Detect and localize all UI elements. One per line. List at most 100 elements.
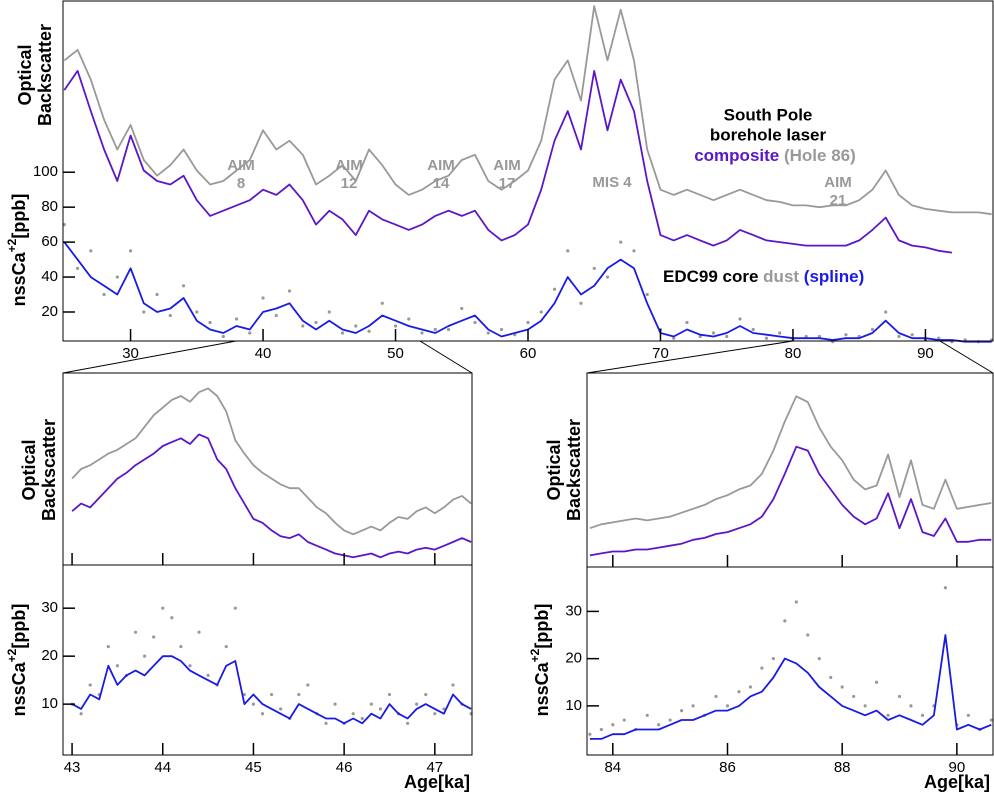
- data-point: [424, 692, 428, 697]
- data-point: [886, 713, 890, 717]
- y-axis-title-part: +2: [5, 648, 19, 662]
- data-point: [806, 633, 810, 637]
- series-line: [71, 655, 472, 725]
- data-point: [539, 310, 543, 314]
- x-axis-title-part: [ka]: [958, 772, 990, 792]
- data-point: [460, 306, 464, 311]
- data-point: [115, 664, 120, 668]
- series-line: [63, 5, 992, 216]
- series-line: [589, 395, 992, 530]
- data-point: [314, 320, 318, 325]
- x-tick-label: 90: [917, 345, 934, 362]
- data-point: [725, 704, 730, 708]
- data-point: [233, 606, 237, 610]
- legend-entry: dust: [763, 267, 799, 286]
- y-tick-label: 40: [41, 268, 58, 285]
- y-axis-title-part: nssCa: [532, 661, 552, 716]
- annotation: AIM: [824, 174, 852, 191]
- data-point: [62, 223, 66, 227]
- data-point: [920, 713, 925, 717]
- y-axis-title-part: nssCa: [9, 251, 29, 306]
- data-point: [261, 296, 265, 300]
- data-point: [817, 334, 822, 339]
- data-point: [844, 333, 848, 337]
- data-point: [274, 313, 278, 318]
- data-point: [89, 249, 93, 253]
- data-point: [234, 317, 239, 321]
- y-tick-label: 60: [41, 233, 58, 250]
- data-point: [106, 644, 110, 649]
- data-point: [324, 721, 328, 725]
- x-tick-label: 45: [245, 759, 262, 776]
- data-point: [680, 708, 684, 713]
- data-point: [102, 292, 106, 297]
- data-point: [552, 287, 557, 291]
- x-axis-title: Age[ka]: [404, 772, 470, 792]
- data-point: [840, 685, 844, 689]
- data-point: [966, 713, 970, 717]
- series-line: [71, 433, 472, 559]
- data-point: [208, 320, 212, 325]
- data-point: [592, 266, 596, 270]
- data-point: [115, 275, 119, 279]
- legend: EDC99 core dust (spline): [663, 267, 864, 286]
- y-axis-title: nssCa+2[ppb]: [5, 194, 29, 307]
- y-tick-label: 20: [565, 650, 582, 667]
- y-tick-label: 10: [565, 697, 582, 714]
- data-point: [691, 704, 695, 708]
- data-point: [737, 690, 741, 694]
- zoom-connector: [62, 340, 237, 374]
- x-tick-label: 88: [834, 759, 851, 776]
- data-point: [605, 275, 610, 279]
- label: South Pole: [724, 105, 813, 124]
- x-tick-label: 86: [719, 759, 736, 776]
- annotation: MIS 4: [592, 174, 632, 191]
- y-axis-title: Optical: [19, 439, 39, 500]
- series-line: [63, 241, 992, 343]
- data-point: [870, 327, 875, 332]
- y-axis-title-part: +2: [5, 238, 19, 252]
- x-tick-label: 44: [154, 759, 171, 776]
- data-point: [407, 317, 411, 321]
- annotation: 17: [499, 175, 516, 192]
- data-point: [611, 723, 615, 727]
- y-axis-title: Backscatter: [39, 419, 59, 521]
- x-tick-label: 47: [426, 759, 443, 776]
- data-point: [279, 707, 283, 711]
- annotation: 14: [433, 175, 450, 192]
- data-point: [668, 718, 672, 722]
- x-tick-label: 43: [64, 759, 81, 776]
- data-point: [852, 694, 856, 699]
- data-point: [155, 292, 159, 297]
- data-point: [152, 635, 156, 639]
- x-tick-label: 80: [785, 345, 802, 362]
- annotation: AIM: [335, 157, 363, 174]
- data-point: [910, 333, 914, 337]
- x-axis-title-part: [ka]: [438, 772, 470, 792]
- data-point: [242, 692, 246, 697]
- data-point: [714, 694, 718, 699]
- x-tick-label: 60: [520, 345, 537, 362]
- y-axis-title: nssCa+2[ppb]: [5, 604, 29, 717]
- data-point: [829, 675, 833, 680]
- data-point: [75, 266, 80, 270]
- data-point: [989, 718, 993, 722]
- data-point: [142, 310, 146, 314]
- data-point: [369, 702, 373, 706]
- x-tick-label: 90: [949, 759, 966, 776]
- annotation: AIM: [493, 157, 521, 174]
- y-tick-label: 80: [41, 198, 58, 215]
- data-point: [170, 616, 174, 620]
- series-line: [71, 387, 472, 536]
- data-point: [874, 680, 879, 684]
- x-tick-label: 84: [604, 759, 621, 776]
- y-axis-title: nssCa+2[ppb]: [528, 604, 552, 717]
- data-point: [817, 657, 821, 661]
- plot-area: 30 40 50 60 70 80 90 20 40 60 80 100: [33, 0, 994, 362]
- data-point: [909, 704, 913, 708]
- data-point: [751, 327, 755, 332]
- data-point: [442, 707, 446, 711]
- x-tick-label: 40: [255, 345, 272, 362]
- annotation: AIM: [427, 157, 455, 174]
